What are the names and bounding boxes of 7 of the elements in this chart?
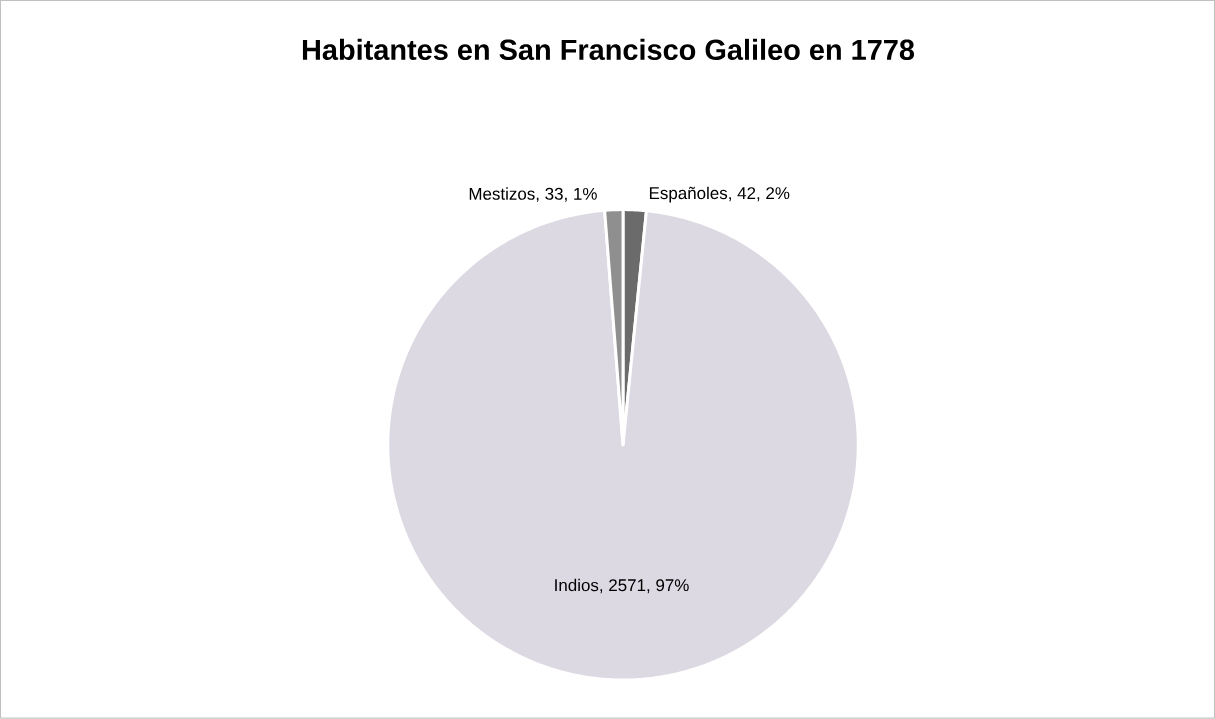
data-label: , 2571, 97% xyxy=(600,579,689,594)
slice-label: Españoles xyxy=(649,186,728,203)
data-label: , 42, 2% xyxy=(729,187,790,202)
slice-label: Indios xyxy=(555,578,599,592)
slice-label: Mestizos xyxy=(469,187,535,201)
data-label: , 33, 1% xyxy=(536,188,597,203)
chart-title: Habitantes en San Francisco Galileo en 1778 xyxy=(302,39,915,61)
